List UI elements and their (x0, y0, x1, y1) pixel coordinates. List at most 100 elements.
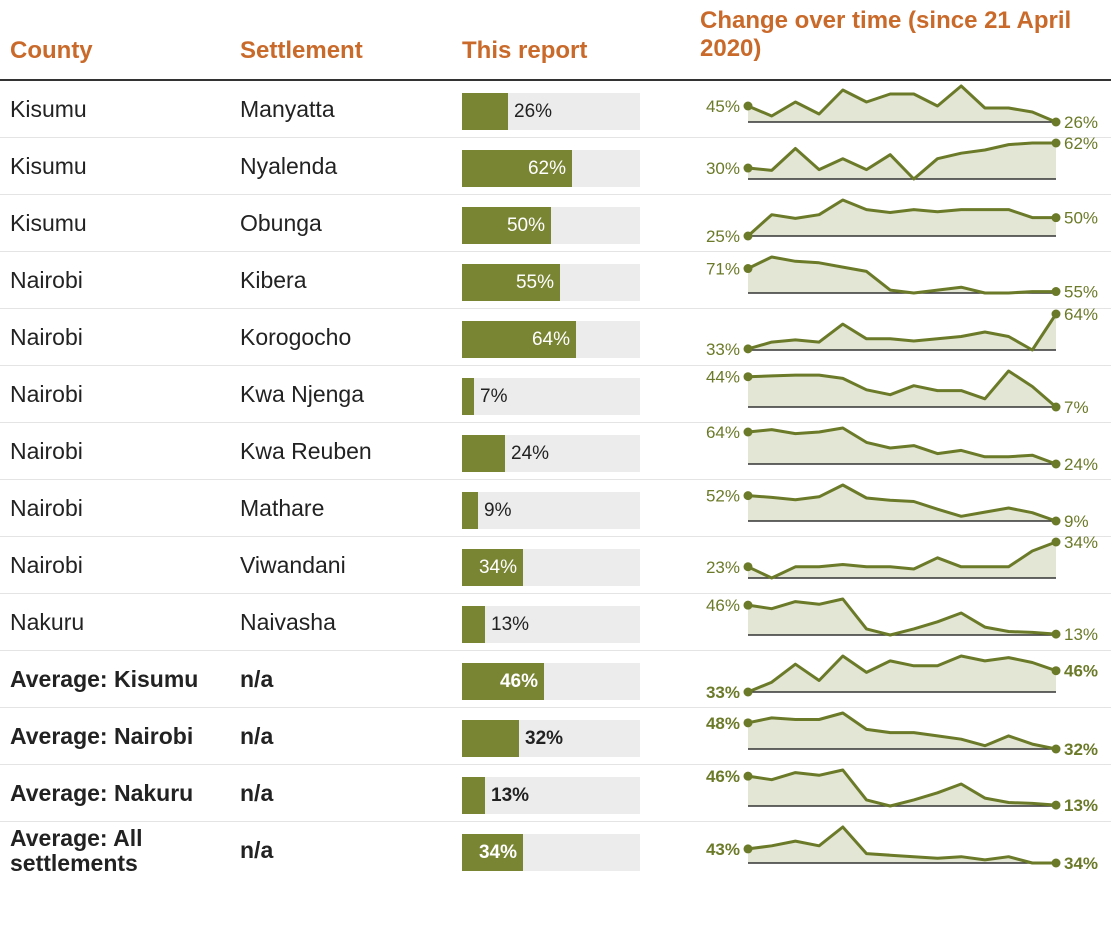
report-bar-track: 62% (462, 150, 640, 187)
settlement-cell: Viwandani (240, 551, 346, 578)
header-this-report: This report (462, 37, 588, 64)
county-cell: Nairobi (10, 323, 83, 350)
trend-area (748, 827, 1056, 863)
report-bar-track: 55% (462, 264, 640, 301)
trend-start-label: 71% (706, 260, 740, 279)
trend-area (748, 713, 1056, 749)
trend-sparkline: 52% 9% (706, 483, 1089, 531)
trend-line (746, 312, 1058, 352)
report-bar-fill (462, 378, 474, 415)
report-bar-track: 24% (462, 435, 640, 472)
table-row: Nakuru Naivasha 13% 46% 13% (0, 594, 1111, 651)
report-bar-label: 7% (480, 386, 508, 407)
trend-start-label: 48% (706, 714, 740, 733)
trend-area (748, 485, 1056, 521)
trend-start-label: 44% (706, 368, 740, 387)
trend-end-label: 7% (1064, 398, 1089, 417)
trend-line (746, 825, 1058, 865)
report-bar-label: 34% (478, 557, 517, 578)
trend-line (746, 597, 1058, 637)
trend-end-point (1051, 800, 1061, 810)
trend-end-point (1051, 117, 1061, 127)
table-row: Average: All settlements n/a 34% 43% 34% (0, 822, 1111, 879)
table-row: Average: Kisumu n/a 46% 33% 46% (0, 651, 1111, 708)
trend-start-point (743, 718, 753, 728)
trend-end-point (1051, 629, 1061, 639)
trend-sparkline: 43% 34% (706, 825, 1098, 873)
county-cell: Nairobi (10, 380, 83, 407)
report-bar-fill (462, 834, 523, 871)
trend-end-label: 32% (1064, 740, 1098, 759)
report-bar-label: 13% (491, 614, 530, 635)
header-divider (0, 79, 1111, 81)
trend-start-label: 52% (706, 487, 740, 506)
trend-line (746, 141, 1058, 181)
trend-sparkline: 30% 62% (706, 134, 1098, 181)
trend-line (746, 426, 1058, 466)
report-bar-track: 32% (462, 720, 640, 757)
county-cell: Nairobi (10, 494, 83, 521)
table-row: Nairobi Viwandani 34% 23% 34% (0, 533, 1111, 594)
settlement-cell: n/a (240, 837, 274, 863)
trend-area (748, 200, 1056, 236)
report-bar-fill (462, 492, 478, 529)
trend-area (748, 428, 1056, 464)
trend-start-label: 23% (706, 558, 740, 577)
trend-line (746, 84, 1058, 124)
county-cell: Average: Kisumu (10, 665, 199, 692)
report-bar-track: 34% (462, 834, 640, 871)
settlement-cell: Manyatta (240, 95, 335, 122)
table-row: Nairobi Korogocho 64% 33% 64% (0, 305, 1111, 366)
report-bar-label: 32% (525, 728, 564, 749)
trend-line (746, 711, 1058, 751)
report-bar-fill (462, 549, 523, 586)
report-bar-track: 34% (462, 549, 640, 586)
trend-start-label: 46% (706, 596, 740, 615)
trend-end-point (1051, 138, 1061, 148)
settlement-cell: Mathare (240, 494, 325, 521)
county-cell: Average: Nakuru (10, 779, 194, 806)
trend-end-point (1051, 516, 1061, 526)
report-bar-track: 13% (462, 606, 640, 643)
report-bar-fill (462, 720, 519, 757)
report-bar-fill (462, 150, 572, 187)
trend-start-point (743, 101, 753, 111)
trend-end-point (1051, 666, 1061, 676)
trend-sparkline: 23% 34% (706, 533, 1098, 580)
report-bar-fill (462, 207, 551, 244)
trend-sparkline: 45% 26% (706, 84, 1098, 132)
settlement-cell: n/a (240, 722, 274, 749)
report-bar-track: 9% (462, 492, 640, 529)
table-row: Nairobi Mathare 9% 52% 9% (0, 480, 1111, 537)
trend-sparkline: 64% 24% (706, 423, 1098, 474)
trend-area (748, 770, 1056, 806)
report-bar-track: 50% (462, 207, 640, 244)
report-bar-track: 46% (462, 663, 640, 700)
header-county: County (10, 37, 93, 64)
report-bar-label: 13% (491, 785, 530, 806)
report-bar-label: 62% (527, 158, 566, 179)
trend-end-point (1051, 537, 1061, 547)
trend-end-label: 34% (1064, 533, 1098, 552)
trend-line (746, 540, 1058, 580)
report-bar-fill (462, 435, 505, 472)
trend-end-point (1051, 309, 1061, 319)
report-bar-fill (462, 663, 544, 700)
county-cell: Nairobi (10, 437, 83, 464)
report-bar-track: 7% (462, 378, 640, 415)
trend-sparkline: 25% 50% (706, 198, 1098, 246)
table-row: Nairobi Kwa Reuben 24% 64% 24% (0, 423, 1111, 480)
data-table: Kisumu Manyatta 26% 45% 26% Kisumu Nyalenda 62%… (0, 81, 1111, 879)
table-row: Average: Nakuru n/a 13% 46% 13% (0, 765, 1111, 822)
trend-sparkline: 46% 13% (706, 767, 1098, 815)
trend-end-label: 64% (1064, 305, 1098, 324)
county-cell: Kisumu (10, 95, 87, 122)
trend-start-label: 46% (706, 767, 740, 786)
report-bar-fill (462, 777, 485, 814)
trend-area (748, 86, 1056, 122)
trend-start-point (743, 344, 753, 354)
trend-start-label: 43% (706, 840, 740, 859)
trend-line (746, 255, 1058, 295)
report-bar-track: 26% (462, 93, 640, 130)
settlement-cell: Obunga (240, 209, 322, 236)
